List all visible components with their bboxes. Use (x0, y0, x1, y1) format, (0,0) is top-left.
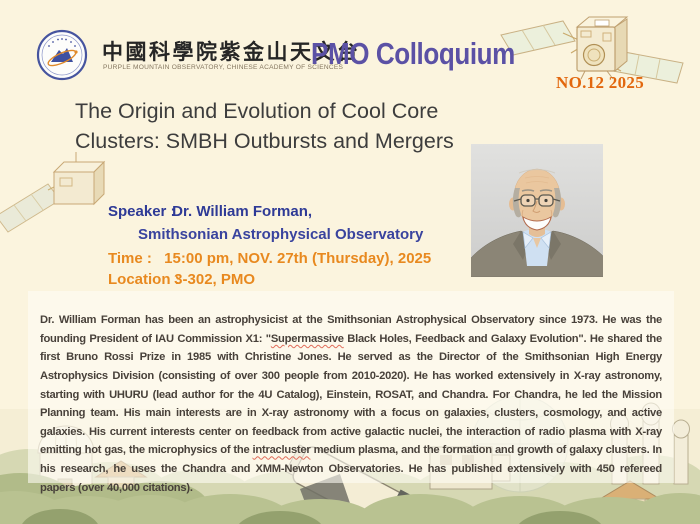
location-label: Location : (108, 271, 180, 288)
organization-name-english: PURPLE MOUNTAIN OBSERVATORY, CHINESE ACA… (103, 64, 344, 71)
bio-underlined-word-1: Supermassive (270, 332, 344, 345)
speaker-row: Speaker : Dr. William Forman, (108, 203, 312, 220)
bio-underlined-word-2: intracluster (252, 444, 311, 457)
speaker-affiliation: Smithsonian Astrophysical Observatory (138, 226, 424, 243)
bio-text-1: Dr. William Forman has been an astrophys… (40, 314, 662, 345)
speaker-name: Dr. William Forman, (172, 203, 313, 220)
location-row: Location : 3-302, PMO (108, 271, 255, 288)
pmo-logo-icon (36, 29, 88, 81)
satellite-right-icon (500, 16, 684, 84)
issue-number: NO.12 2025 (556, 73, 644, 92)
talk-title-line1: The Origin and Evolution of Cool Core (75, 99, 439, 123)
satellite-left-icon (0, 152, 106, 233)
speaker-photo (471, 144, 603, 277)
speaker-biography: Dr. William Forman has been an astrophys… (40, 311, 662, 497)
bio-text-3: medium plasma, and the formation and gro… (40, 444, 662, 494)
talk-title-line2: Clusters: SMBH Outbursts and Mergers (75, 128, 454, 153)
location-value: 3-302, PMO (174, 271, 256, 288)
talk-title: The Origin and Evolution of Cool Core Cl… (75, 97, 454, 156)
bio-background-panel (28, 291, 674, 483)
colloquium-series-title: PMO Colloquium (311, 36, 515, 71)
bio-text-2: Black Holes, Feedback and Galaxy Evoluti… (40, 332, 662, 457)
organization-name-chinese: 中國科學院紫金山天文台 (102, 39, 361, 64)
speaker-label: Speaker : (108, 203, 176, 220)
time-label: Time : (108, 250, 152, 267)
time-value: 15:00 pm, NOV. 27th (Thursday), 2025 (164, 250, 432, 267)
time-row: Time : 15:00 pm, NOV. 27th (Thursday), 2… (108, 250, 431, 267)
